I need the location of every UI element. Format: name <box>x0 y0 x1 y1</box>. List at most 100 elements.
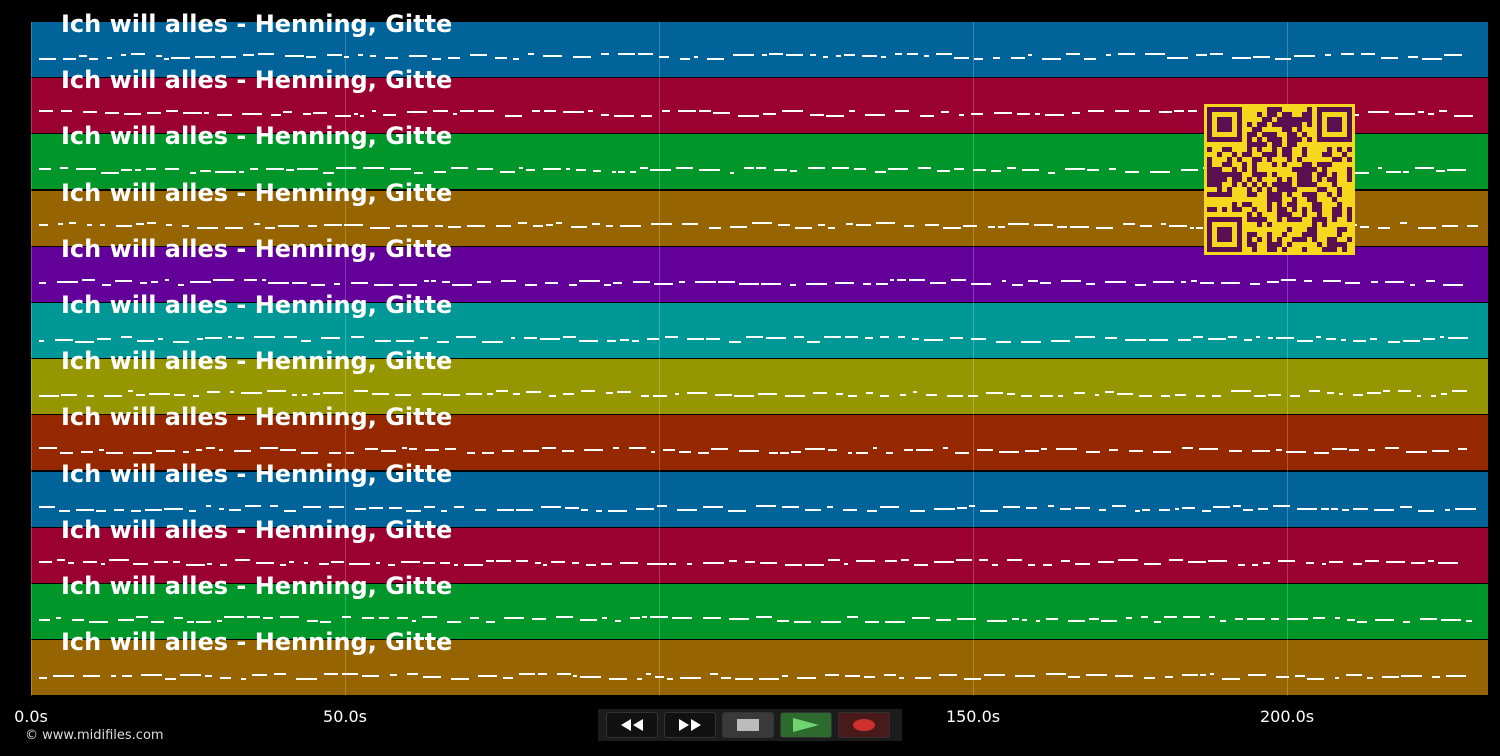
note <box>543 55 562 57</box>
note <box>680 677 701 680</box>
note <box>164 58 169 60</box>
note <box>296 678 317 681</box>
rewind-button[interactable] <box>606 712 658 738</box>
stop-button[interactable] <box>722 712 774 738</box>
note <box>907 53 918 55</box>
note <box>523 450 539 453</box>
record-button[interactable] <box>838 712 890 738</box>
stop-icon <box>737 719 759 731</box>
note <box>319 562 329 565</box>
note <box>495 57 507 59</box>
note <box>1432 676 1440 679</box>
note <box>1411 561 1425 564</box>
note <box>1028 563 1035 566</box>
note <box>1042 58 1061 60</box>
note <box>728 509 746 512</box>
note <box>865 114 885 117</box>
note <box>955 452 969 455</box>
note <box>1403 340 1420 342</box>
note <box>1254 395 1266 398</box>
note <box>1175 507 1179 510</box>
note <box>284 336 297 338</box>
note <box>1139 110 1150 113</box>
note <box>189 509 196 512</box>
note <box>641 395 649 398</box>
note <box>441 509 447 512</box>
note <box>1341 53 1354 55</box>
note <box>734 395 754 398</box>
note <box>543 168 561 171</box>
note <box>606 224 613 227</box>
note <box>39 58 56 60</box>
note <box>1329 560 1343 563</box>
note <box>1087 169 1099 172</box>
note <box>327 54 342 56</box>
note <box>730 172 734 175</box>
note <box>1331 507 1338 510</box>
track-title: Ich will alles - Henning, Gitte <box>61 572 453 600</box>
note <box>447 621 461 623</box>
note <box>813 392 827 395</box>
note <box>579 279 600 282</box>
note <box>57 558 65 561</box>
note <box>969 504 975 507</box>
note <box>640 167 648 170</box>
note <box>1118 53 1135 55</box>
note <box>183 451 189 454</box>
play-button[interactable] <box>780 712 832 738</box>
note <box>1188 110 1197 113</box>
note <box>135 169 141 172</box>
note <box>180 674 201 677</box>
note <box>133 562 148 565</box>
note <box>1196 395 1205 398</box>
qr-pattern <box>1207 107 1352 252</box>
note <box>651 451 655 454</box>
note <box>845 675 860 678</box>
note <box>629 447 646 450</box>
note <box>1196 226 1203 229</box>
track-notes <box>39 53 1462 60</box>
note <box>638 53 653 55</box>
note <box>320 621 331 623</box>
note <box>258 53 274 55</box>
note <box>1235 618 1243 620</box>
note <box>606 392 613 395</box>
note <box>344 223 363 226</box>
note <box>166 110 178 113</box>
note <box>307 620 318 622</box>
note <box>682 222 698 225</box>
note <box>133 452 152 455</box>
time-tick-label: 0.0s <box>14 707 48 726</box>
note <box>528 53 534 55</box>
note <box>1145 53 1165 55</box>
note <box>313 112 327 115</box>
note <box>1313 617 1325 619</box>
note <box>545 281 558 284</box>
note <box>301 452 318 455</box>
note <box>1263 561 1270 564</box>
note <box>422 616 437 618</box>
note <box>612 171 616 174</box>
note <box>219 507 224 510</box>
note <box>904 224 914 227</box>
note <box>1196 54 1207 56</box>
track-title: Ich will alles - Henning, Gitte <box>61 403 453 432</box>
note <box>956 558 972 561</box>
note <box>247 616 260 618</box>
track-row: Ich will alles - Henning, Gitte <box>31 628 1488 696</box>
note <box>1306 561 1314 564</box>
note <box>971 282 991 285</box>
note <box>1267 280 1279 283</box>
track-title: Ich will alles - Henning, Gitte <box>61 347 453 376</box>
note <box>182 224 189 227</box>
note <box>1036 620 1040 622</box>
note <box>406 509 421 512</box>
note <box>1335 617 1340 619</box>
note <box>546 223 553 226</box>
note <box>618 171 625 174</box>
note <box>761 282 781 285</box>
note <box>1129 450 1143 453</box>
note <box>1368 111 1389 114</box>
note <box>703 617 721 619</box>
fast-forward-button[interactable] <box>664 712 716 738</box>
